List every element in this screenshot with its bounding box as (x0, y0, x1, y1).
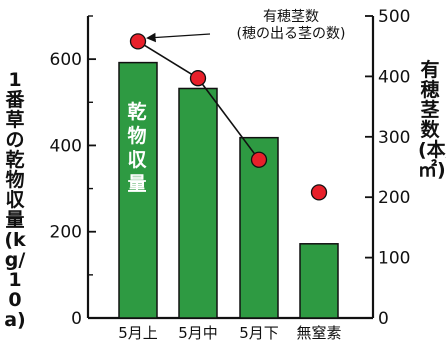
bar-1 (178, 87, 218, 319)
right-tick-label-3: 300 (378, 128, 410, 148)
category-label-1: 5月中 (178, 324, 218, 342)
left-tick-label-1: 200 (50, 223, 82, 243)
bar-series-annotation: 乾物収量 (127, 101, 147, 195)
point-series-label-line1: 有穂茎数 (263, 9, 319, 25)
point-3 (310, 184, 328, 201)
left-axis-label: 1番草の乾物収量(kg/10a) (4, 69, 26, 331)
bar-3 (299, 243, 339, 319)
point-1 (189, 70, 207, 87)
point-0 (129, 33, 147, 50)
point-line-segment-0 (137, 40, 199, 79)
right-tick-label-1: 100 (378, 249, 410, 269)
bar-0 (118, 61, 158, 319)
point-series-label: 有穂茎数 (穂の出る茎の数) (196, 9, 386, 43)
category-label-3: 無窒素 (296, 324, 341, 342)
right-tick-label-0: 0 (378, 309, 389, 329)
left-tick-label-0: 0 (71, 309, 82, 329)
right-tick-label-5: 500 (378, 7, 410, 27)
category-label-0: 5月上 (118, 324, 158, 342)
right-tick-label-4: 400 (378, 67, 410, 87)
left-tick-label-3: 600 (50, 50, 82, 70)
point-2 (250, 151, 268, 168)
point-line-segment-1 (197, 77, 260, 161)
right-tick-label-2: 200 (378, 188, 410, 208)
point-series-label-line2: (穂の出る茎の数) (236, 26, 346, 42)
series-label-pointer (146, 32, 211, 43)
category-label-2: 5月下 (239, 324, 279, 342)
left-tick-label-2: 400 (50, 136, 82, 156)
right-axis-label: 有穂茎数(本/㎡) (418, 59, 446, 181)
